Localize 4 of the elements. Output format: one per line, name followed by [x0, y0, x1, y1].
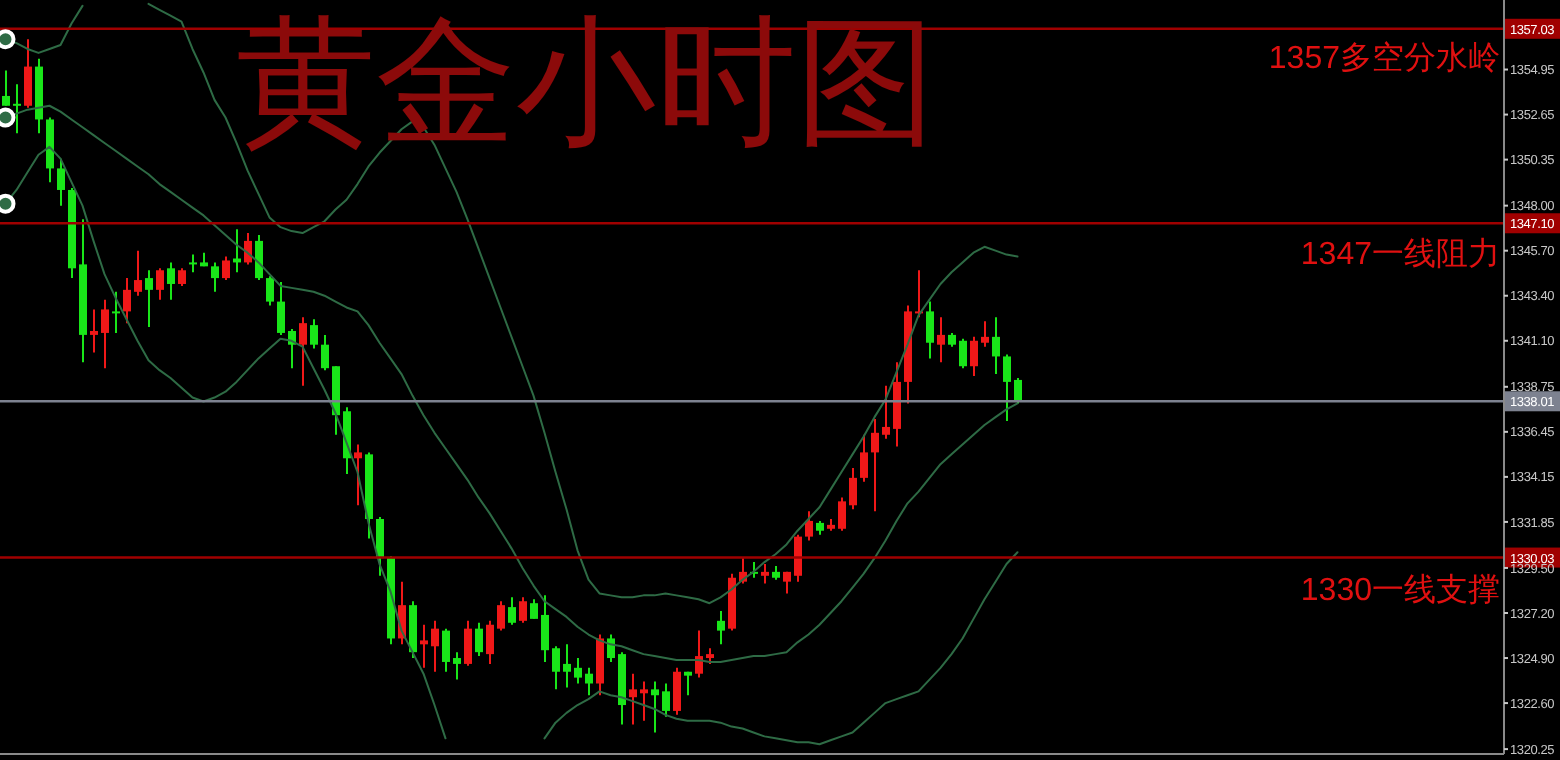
chart-title: 黄金小时图: [236, 6, 936, 166]
annotation: 1357多空分水岭: [1268, 40, 1500, 81]
annotation: 1330一线支撑: [1300, 571, 1500, 612]
annotation: 1347一线阻力: [1300, 235, 1500, 276]
